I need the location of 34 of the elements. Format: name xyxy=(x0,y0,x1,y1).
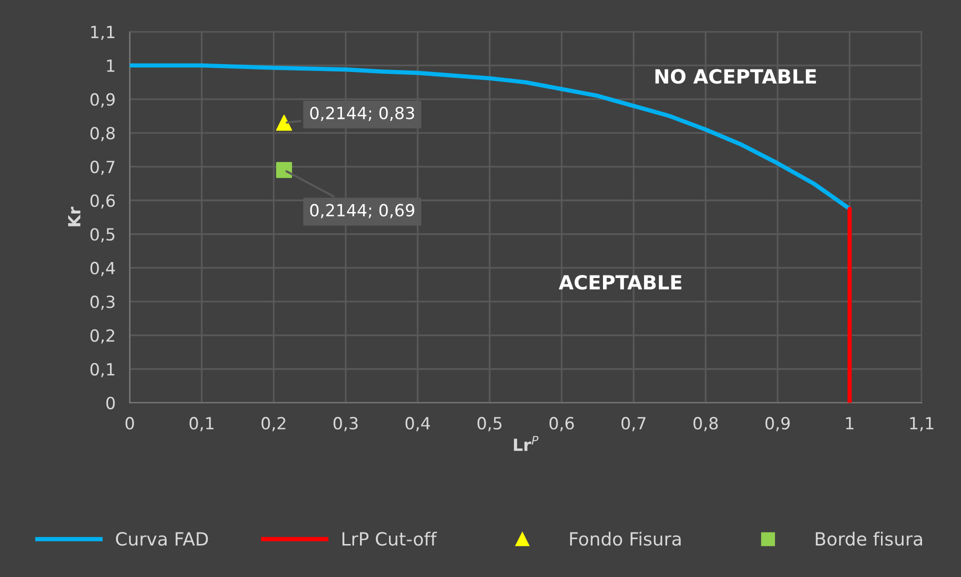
annotation: NO ACEPTABLE xyxy=(655,69,816,84)
annotation: ACEPTABLE xyxy=(558,274,682,290)
y-tick-label: 1 xyxy=(107,60,114,72)
y-tick-label: 0,9 xyxy=(90,93,115,108)
legend-label: Fondo Fisura xyxy=(570,532,681,546)
x-axis-title: Lr$^{P}$ xyxy=(514,436,538,451)
y-tick-label: 0,1 xyxy=(90,362,114,378)
x-tick-label: 0,3 xyxy=(334,416,358,432)
x-tick-label: 1,1 xyxy=(910,417,934,432)
y-tick-label: 0 xyxy=(106,396,115,410)
x-tick-label: 0,7 xyxy=(621,416,646,432)
x-tick-label: 0,6 xyxy=(550,416,574,432)
legend-label: Borde fisura xyxy=(816,532,922,546)
x-tick-label: 0,4 xyxy=(406,416,430,432)
x-tick-label: 0,2 xyxy=(262,416,286,432)
x-tick-label: 0,5 xyxy=(478,416,502,432)
x-tick-label: 1 xyxy=(846,417,854,430)
y-tick-label: 0,4 xyxy=(90,262,115,276)
legend-label: LrP Cut-off xyxy=(342,532,437,546)
y-tick-label: 0,6 xyxy=(90,194,115,209)
y-tick-label: 0,2 xyxy=(90,329,114,344)
x-tick-label: 0,8 xyxy=(693,416,718,432)
y-tick-label: 0,5 xyxy=(90,228,114,242)
data-label: 0,2144; 0,69 xyxy=(310,204,414,218)
legend-label: Curva FAD xyxy=(116,532,208,546)
data-label: 0,2144; 0,83 xyxy=(310,106,414,122)
y-axis-title: Kr xyxy=(68,206,80,226)
x-tick-label: 0,1 xyxy=(190,416,214,432)
y-tick-label: 0,7 xyxy=(90,160,114,175)
x-tick-label: 0,9 xyxy=(765,416,790,432)
x-tick-label: 0 xyxy=(126,416,134,430)
y-tick-label: 0,8 xyxy=(90,126,115,142)
y-tick-label: 1,1 xyxy=(91,26,114,40)
y-tick-label: 0,3 xyxy=(90,296,115,310)
